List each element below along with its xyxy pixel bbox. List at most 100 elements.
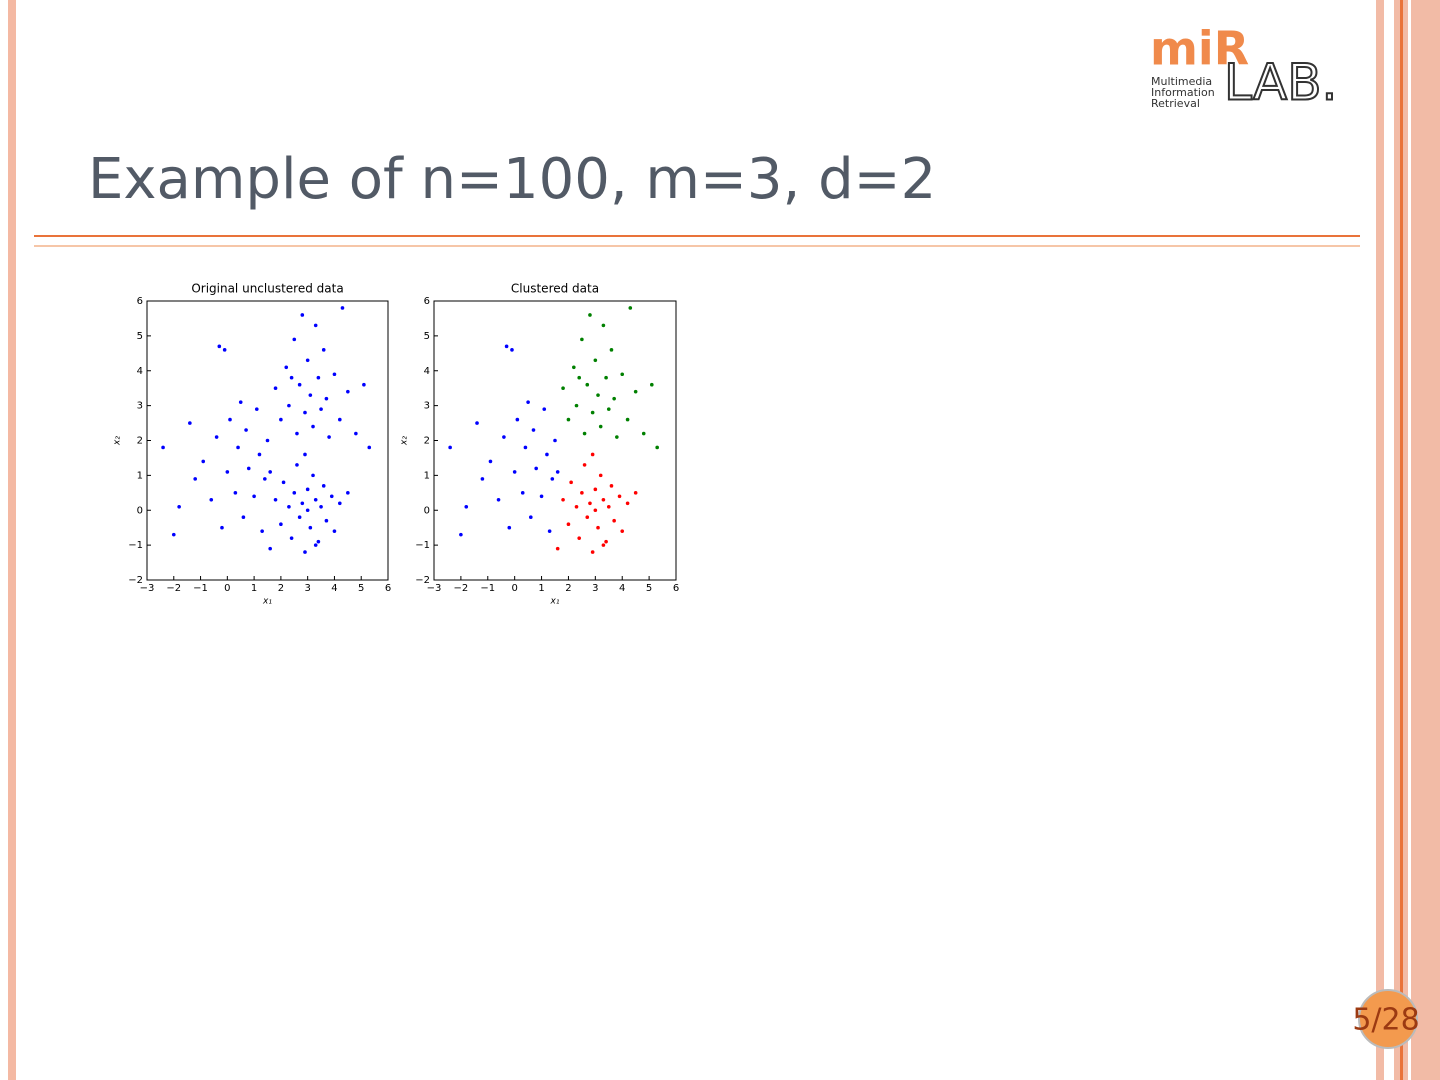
point	[305, 508, 310, 513]
point	[550, 477, 555, 481]
point	[338, 501, 342, 506]
point	[319, 407, 323, 411]
point	[598, 424, 603, 429]
point	[655, 445, 659, 450]
point	[287, 403, 291, 408]
x-tick-label: 0	[511, 583, 517, 594]
point	[217, 344, 222, 349]
point	[496, 497, 501, 502]
point	[305, 487, 310, 492]
y-tick-label: −1	[128, 540, 143, 551]
point	[295, 431, 299, 436]
point	[650, 382, 654, 387]
point	[590, 410, 595, 415]
point	[561, 497, 565, 502]
point	[507, 525, 512, 530]
x-tick-label: −3	[140, 583, 155, 594]
point	[539, 494, 544, 499]
point	[268, 546, 272, 551]
y-tick-label: 6	[137, 296, 143, 307]
point	[612, 396, 616, 401]
x-axis-label: x₁	[550, 597, 560, 607]
point	[633, 491, 638, 495]
point	[193, 477, 197, 481]
point	[257, 452, 262, 457]
point	[601, 543, 606, 547]
point	[305, 358, 310, 363]
point	[238, 400, 243, 404]
point	[534, 466, 538, 471]
point	[574, 504, 579, 509]
point	[324, 396, 329, 401]
x-tick-label: −2	[454, 583, 469, 594]
logo: miR LAB. Multimedia Information Retrieva…	[1150, 22, 1338, 113]
y-tick-label: −2	[128, 575, 143, 586]
left-bar	[8, 0, 16, 1080]
x-tick-label: 3	[592, 583, 598, 594]
point	[300, 313, 305, 317]
y-tick-label: 5	[137, 331, 143, 342]
point	[617, 494, 622, 499]
point	[362, 382, 366, 387]
point	[606, 504, 611, 509]
x-tick-label: −3	[427, 583, 442, 594]
logo-line: Information	[1151, 86, 1215, 99]
point	[475, 421, 479, 425]
point	[582, 463, 587, 467]
point	[188, 421, 192, 425]
logo-mark: miR	[1150, 22, 1249, 76]
point	[313, 323, 318, 328]
point	[300, 501, 305, 506]
point	[577, 536, 581, 540]
point	[588, 313, 592, 317]
point	[604, 375, 608, 380]
logo-line: Multimedia	[1151, 75, 1212, 88]
x-tick-label: 6	[673, 583, 679, 594]
point	[308, 525, 313, 530]
point	[228, 417, 232, 422]
point	[502, 435, 506, 439]
point	[273, 386, 278, 390]
y-tick-label: 2	[424, 436, 430, 447]
point	[171, 532, 176, 537]
point	[303, 410, 307, 415]
point	[566, 522, 571, 526]
y-tick-label: 5	[424, 331, 430, 342]
point	[329, 494, 334, 499]
point	[321, 348, 326, 352]
right-stripe	[1400, 0, 1403, 1080]
point	[555, 470, 560, 474]
point	[332, 529, 337, 533]
point	[161, 445, 165, 450]
x-tick-label: −1	[480, 583, 495, 594]
point	[590, 452, 595, 457]
x-tick-label: 5	[358, 583, 364, 594]
point	[338, 417, 342, 422]
point	[319, 504, 323, 509]
point	[566, 417, 571, 422]
point	[545, 452, 549, 457]
point	[596, 393, 600, 397]
point	[346, 389, 350, 394]
point	[284, 365, 289, 370]
y-axis-label: x₂	[400, 436, 410, 446]
page-number: 5/28	[1352, 1003, 1419, 1038]
point	[225, 470, 230, 474]
point	[609, 484, 614, 488]
chart-title: Clustered data	[511, 282, 599, 296]
point	[303, 452, 307, 457]
point	[596, 525, 600, 530]
point	[279, 522, 283, 526]
point	[561, 386, 565, 390]
point	[593, 358, 598, 363]
right-stripe	[1408, 0, 1411, 1080]
point	[289, 536, 294, 540]
point	[263, 477, 267, 481]
point	[327, 435, 331, 439]
point	[311, 424, 315, 429]
y-tick-label: 4	[137, 366, 143, 377]
point	[297, 515, 302, 520]
point	[529, 515, 533, 520]
point	[244, 428, 248, 432]
